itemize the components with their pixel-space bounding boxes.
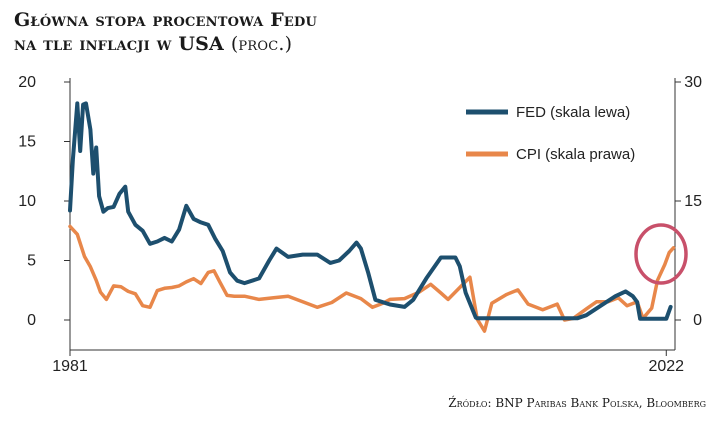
title-line-2-main: na tle inflacji w USA: [14, 33, 224, 55]
chart-frame: [69, 78, 676, 351]
source-note: Źródło: BNP Paribas Bank Polska, Bloombe…: [448, 396, 706, 410]
x-tick-label: 2022: [648, 358, 684, 375]
cpi-series-line: [68, 224, 676, 333]
left-tick-label: 5: [27, 253, 36, 270]
legend-label: CPI (skala prawa): [516, 146, 635, 163]
title-unit: (proc.): [230, 33, 293, 55]
right-tick-label: 15: [684, 193, 702, 210]
series-lines: [68, 101, 676, 333]
right-tick-label: 30: [684, 74, 702, 91]
highlight-circle: [634, 223, 688, 285]
x-tick-label: 1981: [52, 358, 88, 375]
legend-label: FED (skala lewa): [516, 104, 630, 121]
chart-title: Główna stopa procentowa Fedu na tle infl…: [14, 8, 317, 56]
title-line-1: Główna stopa procentowa Fedu: [14, 9, 317, 31]
left-tick-label: 10: [18, 193, 36, 210]
annotations: [634, 223, 688, 285]
axis-ticks: 20 15 10 5 0 30 15 0 1981 2022: [18, 74, 702, 375]
left-tick-label: 20: [18, 74, 36, 91]
right-tick-label: 0: [693, 312, 702, 329]
left-tick-label: 15: [18, 134, 36, 151]
left-tick-label: 0: [27, 312, 36, 329]
fed-series-line: [68, 101, 673, 321]
legend: FED (skala lewa) CPI (skala prawa): [466, 104, 635, 163]
title-line-2: na tle inflacji w USA (proc.): [14, 32, 317, 56]
